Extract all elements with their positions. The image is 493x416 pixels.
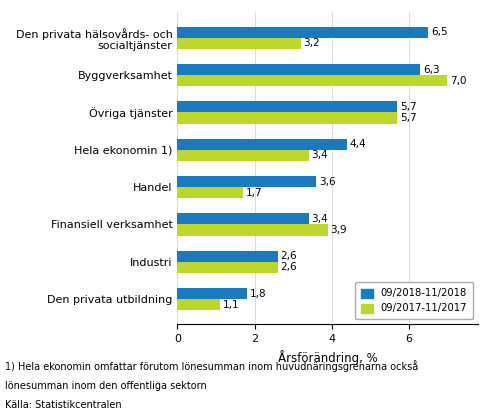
Text: 2,6: 2,6 [281,262,297,272]
Text: 7,0: 7,0 [450,76,466,86]
X-axis label: Årsförändring, %: Årsförändring, % [278,350,378,365]
Text: 1) Hela ekonomin omfattar förutom lönesumman inom huvudnäringsgrenarna också: 1) Hela ekonomin omfattar förutom lönesu… [5,360,418,372]
Bar [177,112,397,124]
Text: 1,7: 1,7 [246,188,262,198]
Bar [177,299,220,310]
Text: Källa: Statistikcentralen: Källa: Statistikcentralen [5,400,122,410]
Bar [177,38,301,49]
Text: 1,1: 1,1 [223,300,239,310]
Text: 5,7: 5,7 [400,113,417,123]
Bar [177,187,243,198]
Text: 5,7: 5,7 [400,102,417,112]
Bar [177,262,278,273]
Bar [177,176,317,187]
Bar [177,75,447,87]
Text: 3,2: 3,2 [304,38,320,48]
Bar [177,225,328,235]
Text: 1,8: 1,8 [249,289,266,299]
Text: 4,4: 4,4 [350,139,366,149]
Bar [177,288,247,299]
Text: 3,9: 3,9 [330,225,347,235]
Bar [177,102,397,112]
Bar [177,27,428,38]
Bar [177,250,278,262]
Legend: 09/2018-11/2018, 09/2017-11/2017: 09/2018-11/2018, 09/2017-11/2017 [354,282,473,319]
Text: 3,4: 3,4 [311,214,328,224]
Text: 3,4: 3,4 [311,151,328,161]
Text: 2,6: 2,6 [281,251,297,261]
Bar [177,139,347,150]
Text: 6,3: 6,3 [423,64,440,74]
Bar [177,150,309,161]
Text: 3,6: 3,6 [319,176,336,186]
Bar [177,213,309,225]
Bar [177,64,421,75]
Text: lönesumman inom den offentliga sektorn: lönesumman inom den offentliga sektorn [5,381,207,391]
Text: 6,5: 6,5 [431,27,448,37]
